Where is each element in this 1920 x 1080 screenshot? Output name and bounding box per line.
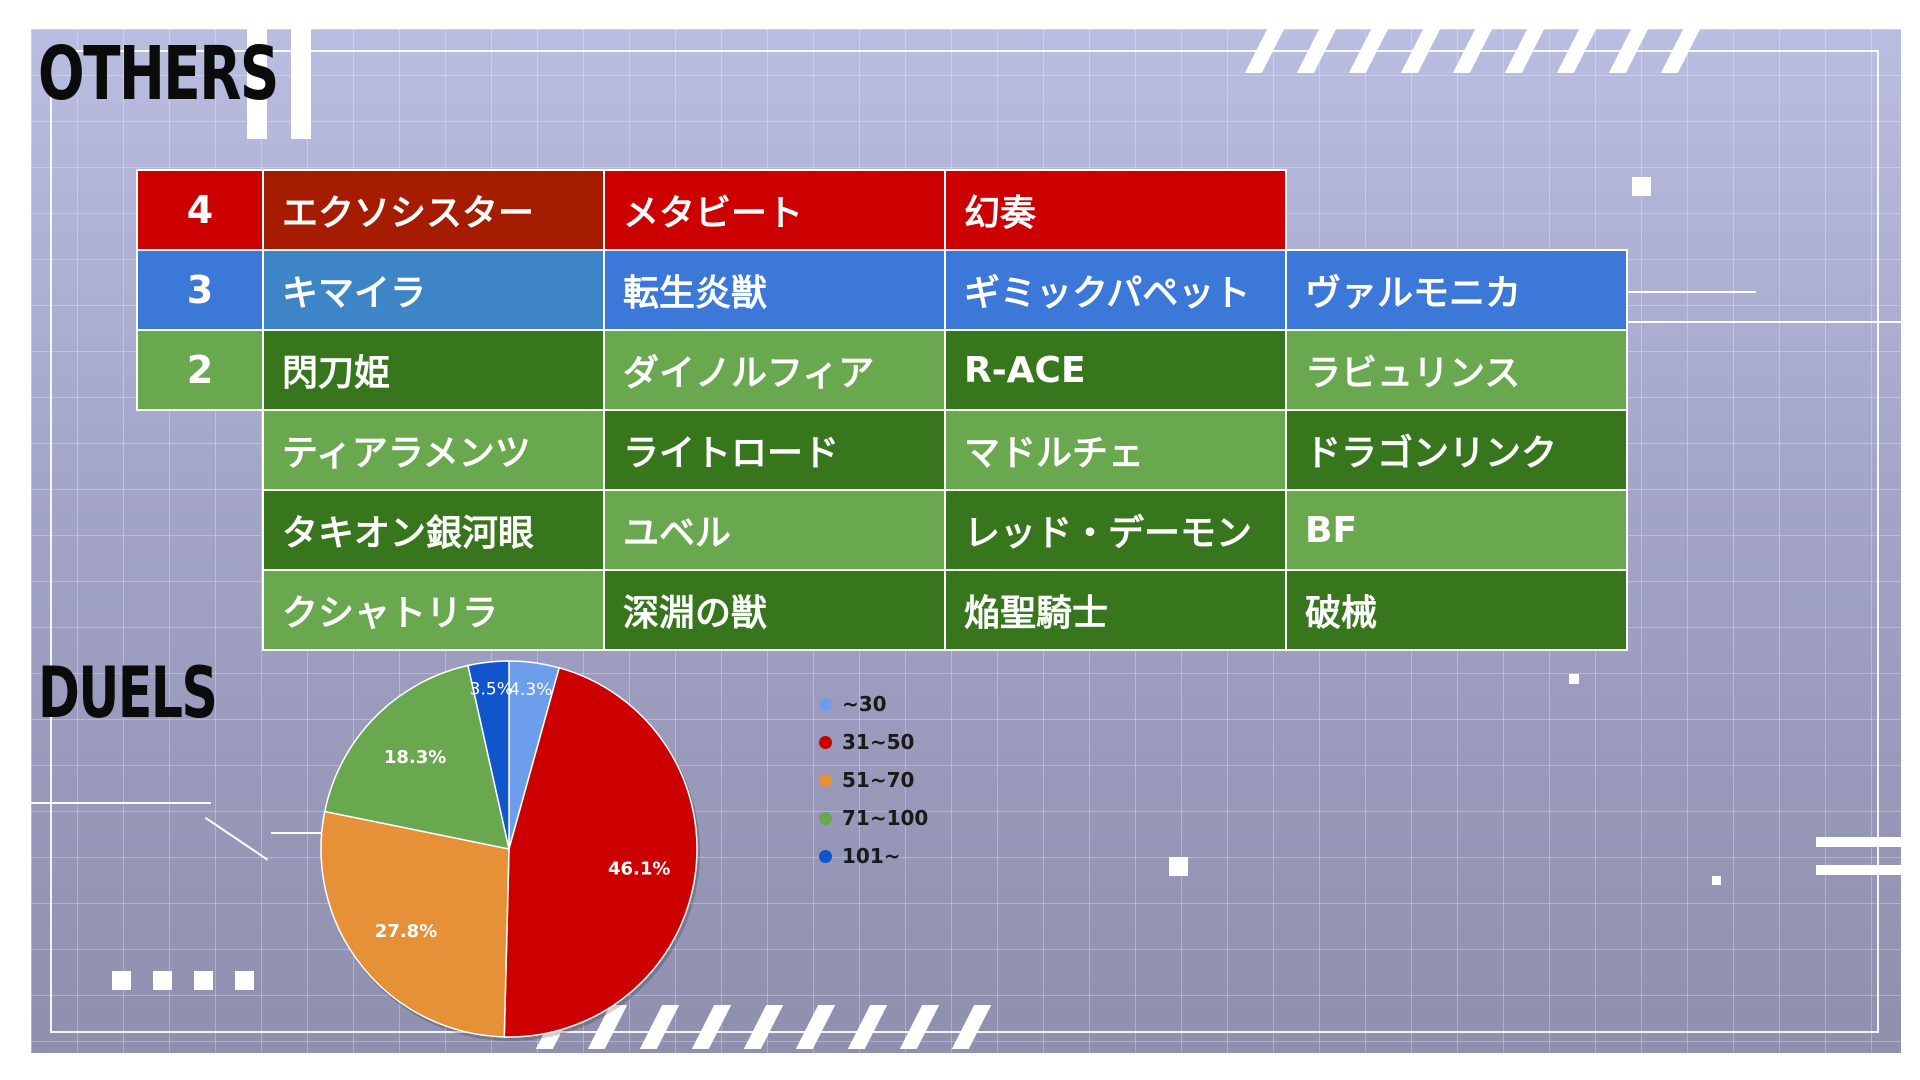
deck-name: ヴァルモニカ [1285, 249, 1628, 331]
legend-label: 31~50 [842, 730, 915, 754]
legend-item: ~30 [819, 690, 887, 718]
deck-name: ギミックパペット [944, 249, 1287, 331]
rank-row: ティアラメンツ ライトロード マドルチェ ドラゴンリンク [137, 409, 1628, 491]
legend-item: 71~100 [819, 804, 928, 832]
deck-name: ユベル [603, 489, 946, 571]
deco-square [235, 971, 254, 990]
deck-name: 焔聖騎士 [944, 569, 1287, 651]
deco-square [194, 971, 213, 990]
deck-name: タキオン銀河眼 [262, 489, 605, 571]
deck-name: 閃刀姫 [262, 329, 605, 411]
legend-label: 101~ [842, 844, 901, 868]
deck-name: ティアラメンツ [262, 409, 605, 491]
deck-name: クシャトリラ [262, 569, 605, 651]
rank-row: 2 閃刀姫 ダイノルフィア R-ACE ラビュリンス [136, 329, 1628, 411]
deco-square [1569, 674, 1579, 684]
deco-square [1632, 177, 1651, 196]
deck-name: BF [1285, 489, 1628, 571]
legend-item: 51~70 [819, 766, 914, 794]
deco-line [1591, 291, 1756, 293]
rank-row: 4 エクソシスター メタビート 幻奏 [136, 169, 1627, 251]
deco-bar [1816, 865, 1901, 875]
legend-swatch [819, 735, 832, 749]
pie-slice [467, 660, 510, 850]
deco-square [1169, 857, 1188, 876]
deco-line [31, 802, 211, 804]
pie-data-label: 27.8% [375, 921, 437, 942]
deck-name: ダイノルフィア [603, 329, 946, 411]
legend-item: 31~50 [819, 728, 914, 756]
deck-rank-table: 4 エクソシスター メタビート 幻奏 3 キマイラ 転生炎獣 ギミックパペット ヴァルモニカ 2 閃… [136, 169, 1628, 651]
pie-data-label: 4.3% [509, 680, 552, 700]
deck-name: レッド・デーモン [944, 489, 1287, 571]
others-heading: OTHERS [38, 31, 279, 117]
deco-square [153, 971, 172, 990]
legend-label: 51~70 [842, 768, 915, 792]
rank-row: タキオン銀河眼 ユベル レッド・デーモン BF [137, 489, 1628, 571]
deck-name: ドラゴンリンク [1285, 409, 1628, 491]
legend-label: 71~100 [842, 806, 929, 830]
rank-number: 2 [136, 329, 264, 411]
legend-swatch [819, 811, 832, 825]
deck-name: メタビート [603, 169, 946, 251]
deco-square [1712, 876, 1721, 885]
deck-name: マドルチェ [944, 409, 1287, 491]
deco-line [1591, 321, 1901, 323]
pie-slice [503, 666, 698, 1038]
pie-data-label: 46.1% [608, 858, 670, 879]
legend-swatch [819, 849, 832, 863]
deck-name: ライトロード [603, 409, 946, 491]
deck-name: キマイラ [262, 249, 605, 331]
deco-square [112, 971, 131, 990]
deco-bar [1816, 837, 1901, 847]
duels-pie-chart: 4.3% 46.1% 27.8% 18.3% 3.5% [320, 660, 700, 1041]
pie-slice [323, 664, 510, 850]
deck-name: 転生炎獣 [603, 249, 946, 331]
legend-label: ~30 [842, 692, 887, 716]
deck-name: 幻奏 [944, 169, 1287, 251]
pie-slice [320, 810, 510, 1038]
rank-row: クシャトリラ 深淵の獣 焔聖騎士 破械 [137, 569, 1628, 651]
rank-row: 3 キマイラ 転生炎獣 ギミックパペット ヴァルモニカ [136, 249, 1628, 331]
duels-heading: DUELS [38, 652, 218, 734]
pie-data-label: 3.5% [470, 679, 513, 699]
pie-data-label: 18.3% [384, 747, 446, 768]
legend-item: 101~ [819, 842, 901, 870]
deck-name: R-ACE [944, 329, 1287, 411]
legend-swatch [819, 697, 832, 711]
deco-bar [291, 29, 311, 139]
deck-name: 破械 [1285, 569, 1628, 651]
rank-number: 4 [136, 169, 264, 251]
deco-bar [247, 29, 267, 139]
rank-number: 3 [136, 249, 264, 331]
deck-name: ラビュリンス [1285, 329, 1628, 411]
legend-swatch [819, 773, 832, 787]
deck-name: エクソシスター [262, 169, 605, 251]
slide: OTHERS DUELS 4 エクソシスター メタビート 幻奏 3 キマイラ 転生炎獣 ギミッ… [31, 29, 1901, 1053]
deck-name: 深淵の獣 [603, 569, 946, 651]
